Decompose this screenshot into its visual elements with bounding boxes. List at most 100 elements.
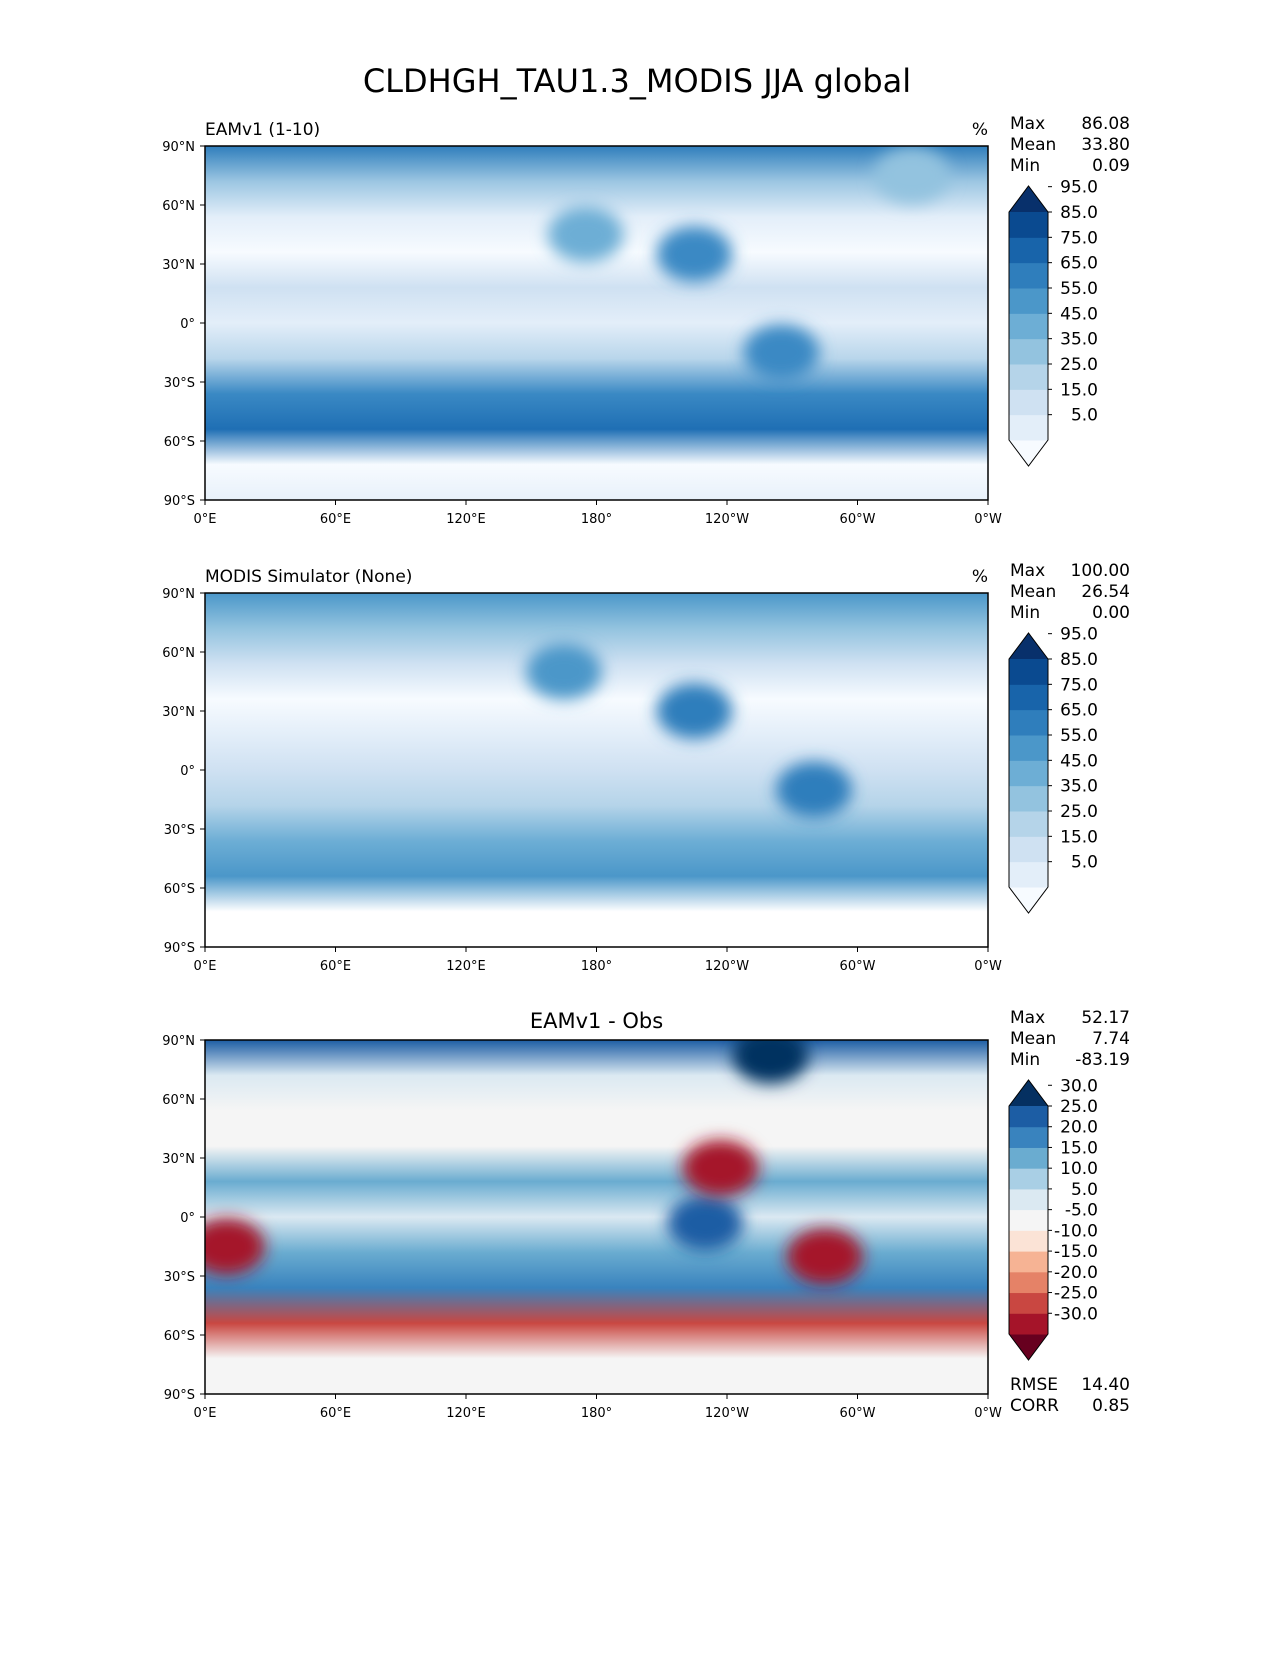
lat-tick-label: 90°N	[162, 587, 195, 602]
colorbar-segment	[1009, 709, 1048, 736]
colorbar-tick-label: 25.0	[1060, 802, 1098, 822]
panel-3-map-field	[205, 1040, 988, 1394]
lon-tick-label: 60°W	[840, 512, 876, 527]
stat-value: 100.00	[1071, 561, 1130, 581]
colorbar-tick-label: 5.0	[1071, 853, 1098, 873]
map-field	[205, 146, 988, 500]
colorbar-tick-label: 45.0	[1060, 751, 1098, 771]
colorbar-tick-label: 55.0	[1060, 726, 1098, 746]
map-feature	[205, 1218, 265, 1275]
lat-tick-label: 90°S	[164, 941, 195, 956]
panel-1-units: %	[972, 120, 988, 140]
colorbar-tick-label: -5.0	[1065, 1201, 1098, 1221]
colorbar-tick-label: -20.0	[1054, 1263, 1098, 1283]
colorbar-segment	[1009, 338, 1048, 365]
colorbar-segment	[1009, 1230, 1048, 1252]
map-feature	[656, 683, 733, 739]
stat-label: RMSE	[1010, 1375, 1058, 1395]
lon-tick-label: 0°E	[194, 959, 217, 974]
stat-label: Mean	[1010, 135, 1056, 155]
map-feature	[525, 643, 602, 700]
colorbar-segment	[1009, 414, 1048, 441]
colorbar-tick-label: 45.0	[1060, 304, 1098, 324]
lon-tick-label: 0°E	[194, 1406, 217, 1421]
colorbar-extend-max	[1009, 1080, 1048, 1106]
lat-tick-label: 30°N	[162, 705, 195, 720]
stat-value: -83.19	[1075, 1050, 1130, 1070]
colorbar-segment	[1009, 212, 1048, 238]
lon-tick-label: 0°W	[974, 959, 1002, 974]
panel-1-colorbar: 5.0 15.0 25.0 35.0 45.0 55.0 65.0 75.0 85.0 95.0	[1008, 178, 1098, 467]
panel-2-title: MODIS Simulator (None)	[205, 567, 412, 587]
stat-value: 7.74	[1092, 1029, 1130, 1049]
colorbar-segment	[1009, 364, 1048, 390]
colorbar-extend-min	[1009, 887, 1048, 913]
lon-tick-label: 0°W	[974, 512, 1002, 527]
lat-tick-label: 60°N	[162, 646, 195, 661]
lat-tick-label: 30°N	[162, 1152, 195, 1167]
colorbar-outline	[1008, 632, 1049, 914]
colorbar-segment	[1009, 237, 1048, 264]
colorbar-tick-label: 20.0	[1060, 1118, 1098, 1138]
map-feature	[667, 1194, 744, 1251]
lon-tick-label: 0°E	[194, 512, 217, 527]
lon-tick-label: 120°E	[446, 1406, 486, 1421]
colorbar-tick-label: 65.0	[1060, 254, 1098, 274]
colorbar-tick-label: 95.0	[1060, 178, 1098, 198]
lat-tick-label: 90°N	[162, 140, 195, 155]
colorbar-tick-label: 5.0	[1071, 1180, 1098, 1200]
panel-3: 90°N 60°N 30°N 0° 30°S 60°S 90°S 0°E 60°E 120°E 18…	[162, 1008, 1130, 1421]
stat-label: Min	[1010, 603, 1040, 623]
colorbar-segment	[1009, 836, 1048, 863]
map-feature	[786, 1228, 863, 1285]
lat-tick-label: 30°S	[164, 823, 195, 838]
colorbar-extend-min	[1009, 1334, 1048, 1360]
stat-value: 86.08	[1081, 114, 1130, 134]
map-feature	[547, 206, 624, 263]
colorbar-tick-label: -25.0	[1054, 1284, 1098, 1304]
colorbar-tick-label: 85.0	[1060, 650, 1098, 670]
lon-tick-label: 120°W	[705, 959, 749, 974]
panel-1: 90°N 60°N 30°N 0° 30°S 60°S 90°S 0°E 60°E 120°E 18…	[162, 114, 1130, 527]
lat-tick-label: 90°N	[162, 1034, 195, 1049]
lon-tick-label: 120°W	[705, 512, 749, 527]
lat-tick-label: 60°S	[164, 435, 195, 450]
lon-tick-label: 180°	[581, 959, 612, 974]
colorbar-extend-max	[1009, 186, 1048, 212]
figure-title: CLDHGH_TAU1.3_MODIS JJA global	[363, 62, 911, 100]
colorbar-segment	[1009, 760, 1048, 787]
lat-tick-label: 90°S	[164, 1388, 195, 1403]
lon-tick-label: 120°E	[446, 959, 486, 974]
colorbar-segment	[1009, 262, 1048, 289]
colorbar-tick-label: -10.0	[1054, 1221, 1098, 1241]
lat-tick-label: 0°	[180, 1211, 195, 1226]
colorbar-tick-label: 10.0	[1060, 1159, 1098, 1179]
panel-1-map-field	[205, 146, 988, 500]
colorbar-tick-label: 65.0	[1060, 701, 1098, 721]
map-field	[205, 1040, 988, 1394]
stat-value: 0.00	[1092, 603, 1130, 623]
map-feature	[682, 1139, 759, 1196]
map-feature	[873, 147, 950, 204]
stat-label: Max	[1010, 1008, 1045, 1028]
lon-tick-label: 0°W	[974, 1406, 1002, 1421]
lon-tick-label: 120°W	[705, 1406, 749, 1421]
lon-tick-label: 180°	[581, 512, 612, 527]
colorbar-extend-min	[1009, 440, 1048, 466]
colorbar-tick-label: 95.0	[1060, 625, 1098, 645]
lon-tick-label: 180°	[581, 1406, 612, 1421]
colorbar-segment	[1009, 313, 1048, 340]
colorbar-tick-label: 35.0	[1060, 777, 1098, 797]
colorbar-segment	[1009, 1168, 1048, 1190]
colorbar-tick-label: 30.0	[1060, 1076, 1098, 1096]
colorbar-tick-label: -30.0	[1054, 1304, 1098, 1324]
panel-3-title: EAMv1 - Obs	[530, 1009, 663, 1033]
colorbar-tick-label: 15.0	[1060, 1138, 1098, 1158]
colorbar-tick-label: -15.0	[1054, 1242, 1098, 1262]
panel-2: 90°N 60°N 30°N 0° 30°S 60°S 90°S 0°E 60°E 120°E 18…	[162, 561, 1130, 974]
stat-label: Min	[1010, 156, 1040, 176]
colorbar-segment	[1009, 1188, 1048, 1211]
stat-value: 14.40	[1081, 1375, 1130, 1395]
colorbar-segment	[1009, 1147, 1048, 1169]
